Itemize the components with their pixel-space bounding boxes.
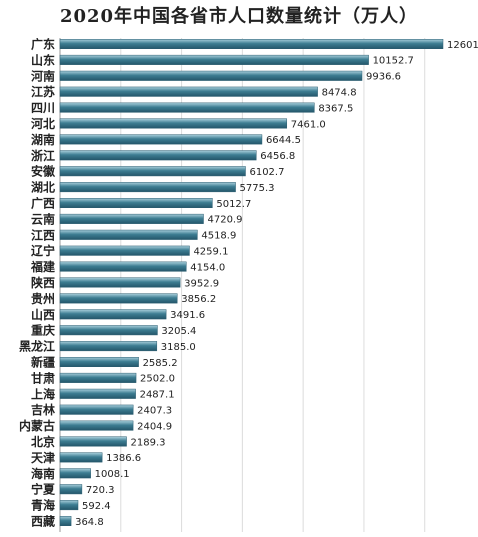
bars-group (59, 39, 444, 526)
category-label: 浙江 (31, 148, 55, 163)
value-label: 5012.7 (216, 199, 251, 210)
value-label: 2502.0 (140, 374, 175, 385)
category-label: 江西 (31, 227, 55, 242)
category-label: 甘肃 (31, 370, 55, 385)
category-label: 陕西 (31, 275, 55, 290)
value-label: 4720.9 (207, 215, 242, 226)
category-label: 安徽 (31, 164, 56, 179)
value-label: 5775.3 (240, 183, 275, 194)
value-label: 6644.5 (266, 135, 301, 146)
category-label: 湖南 (31, 132, 55, 147)
category-label: 重庆 (31, 323, 55, 338)
category-label: 青海 (31, 498, 55, 513)
bar (59, 357, 139, 367)
value-label: 8367.5 (318, 103, 353, 114)
bar (59, 516, 72, 526)
value-label: 6456.8 (260, 151, 295, 162)
value-label: 720.3 (86, 485, 115, 496)
bar (59, 388, 136, 399)
category-label: 新疆 (31, 355, 55, 370)
chart-title: 2020年中国各省市人口数量统计（万人） (59, 6, 419, 27)
category-label: 内蒙古 (19, 418, 55, 433)
bar (59, 182, 236, 193)
value-labels: 12601.3 10152.7 9936.6 8474.8 8367.5 7461.0 66… (75, 40, 478, 528)
value-label: 3856.2 (181, 294, 216, 305)
category-label: 云南 (31, 211, 55, 226)
bar (59, 404, 134, 415)
category-label: 西藏 (31, 514, 55, 529)
bar (59, 198, 213, 208)
bar (59, 436, 127, 447)
value-label: 3185.0 (161, 342, 196, 353)
bar (59, 166, 246, 177)
bar (59, 372, 137, 383)
bar (59, 484, 83, 495)
bar (59, 468, 91, 479)
value-label: 2585.2 (143, 358, 178, 369)
bar (59, 54, 369, 65)
value-label: 2487.1 (140, 390, 175, 401)
category-label: 宁夏 (31, 482, 56, 497)
category-label: 天津 (31, 450, 55, 465)
bar (59, 39, 444, 49)
value-label: 10152.7 (373, 56, 414, 67)
bar (59, 341, 158, 352)
value-label: 4518.9 (201, 231, 236, 242)
category-label: 黑龙江 (19, 339, 55, 354)
value-label: 3952.9 (184, 278, 219, 289)
bar (59, 134, 263, 145)
value-label: 12601.3 (447, 40, 478, 51)
value-label: 8474.8 (322, 88, 357, 99)
bar (59, 261, 187, 272)
category-label: 上海 (31, 386, 55, 401)
category-label: 河南 (30, 68, 55, 83)
category-labels: 广东山东河南江苏四川河北湖南浙江安徽湖北广西云南江西辽宁福建陕西贵州山西重庆黑龙… (19, 37, 56, 529)
value-label: 592.4 (82, 501, 111, 512)
value-label: 7461.0 (291, 119, 326, 130)
value-label: 6102.7 (249, 167, 284, 178)
category-label: 湖北 (31, 180, 55, 195)
category-label: 江苏 (31, 84, 55, 99)
value-label: 9936.6 (366, 72, 401, 83)
category-label: 贵州 (31, 291, 55, 306)
bar (59, 277, 181, 288)
category-label: 四川 (31, 101, 55, 115)
value-label: 2189.3 (131, 437, 166, 448)
bar (59, 452, 103, 463)
bar (59, 229, 198, 240)
category-label: 山东 (31, 52, 55, 67)
category-label: 广东 (31, 37, 55, 52)
value-label: 364.8 (75, 517, 104, 528)
value-label: 2407.3 (137, 406, 172, 417)
bar (59, 70, 363, 81)
value-label: 4154.0 (190, 262, 225, 273)
bar (59, 118, 288, 129)
category-label: 海南 (31, 466, 55, 481)
category-label: 河北 (30, 116, 55, 131)
bar (59, 325, 158, 336)
value-label: 3205.4 (161, 326, 196, 337)
bar (59, 309, 167, 320)
value-label: 3491.6 (170, 310, 205, 321)
bar (59, 213, 204, 224)
bar (59, 293, 178, 304)
category-label: 福建 (30, 259, 56, 274)
bar (59, 500, 79, 511)
value-label: 2404.9 (137, 421, 172, 432)
bar (59, 102, 315, 113)
value-label: 1386.6 (106, 453, 141, 464)
bar (59, 245, 190, 256)
bar (59, 86, 318, 97)
bar (59, 420, 134, 431)
value-label: 4259.1 (193, 247, 228, 258)
category-label: 广西 (31, 196, 55, 211)
category-label: 辽宁 (31, 243, 55, 258)
category-label: 北京 (31, 434, 55, 449)
category-label: 山西 (31, 307, 55, 322)
bar (59, 150, 257, 161)
value-label: 1008.1 (95, 469, 130, 480)
category-label: 吉林 (31, 402, 55, 417)
